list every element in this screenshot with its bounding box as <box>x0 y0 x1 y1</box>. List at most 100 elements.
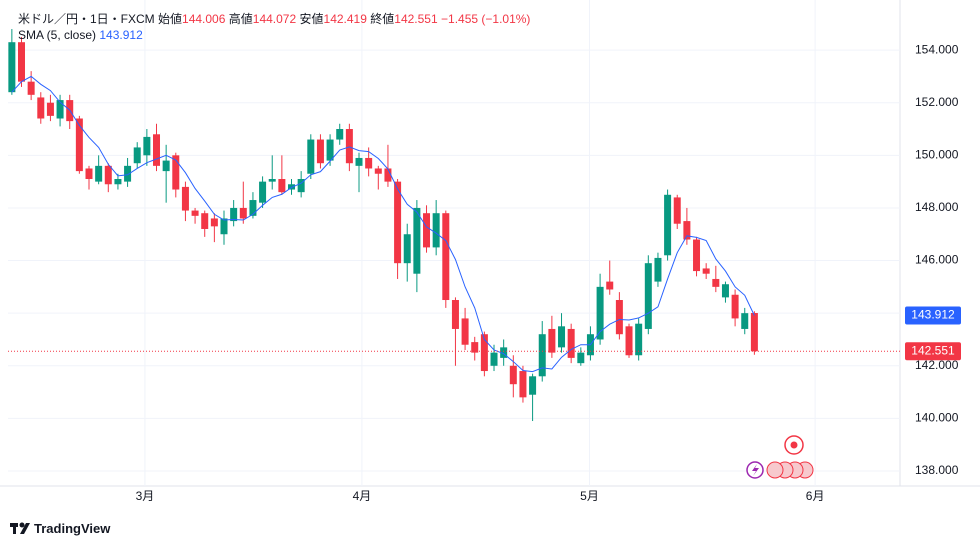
label: 終値 <box>370 12 395 26</box>
y-tick-label: 152.000 <box>915 95 959 109</box>
tradingview-logo <box>10 522 30 534</box>
candle-body <box>259 181 267 203</box>
candle-body <box>46 102 54 116</box>
y-tick-label: 150.000 <box>915 147 959 161</box>
change: −1.455 (−1.01%) <box>441 12 531 26</box>
y-tick-label: 138.000 <box>915 463 959 477</box>
candle-body <box>664 194 672 256</box>
candle-body <box>432 213 440 248</box>
candle-body <box>423 213 431 248</box>
candle-body <box>278 179 286 193</box>
candle-body <box>442 213 450 301</box>
candle-body <box>249 200 257 216</box>
candle-body <box>519 371 527 398</box>
y-tick-label: 140.000 <box>915 411 959 425</box>
candle-body <box>741 313 749 329</box>
value: 144.006 <box>182 12 226 26</box>
candle-body <box>95 165 103 182</box>
x-tick-label: 4月 <box>353 489 372 503</box>
candle-body <box>635 323 643 356</box>
candle-body <box>480 334 488 372</box>
candle-body <box>8 42 16 93</box>
candle-body <box>683 221 691 240</box>
y-tick-label: 142.000 <box>915 358 959 372</box>
candle-body <box>413 207 421 274</box>
y-tick-label: 146.000 <box>915 253 959 267</box>
candle-body <box>567 328 575 358</box>
candle-body <box>509 365 517 385</box>
candle-body <box>538 334 546 377</box>
candle-body <box>490 352 498 366</box>
candle-body <box>673 197 681 224</box>
candle-body <box>606 281 614 290</box>
candle-body <box>558 326 566 348</box>
candle-body <box>702 268 710 274</box>
candle-body <box>56 100 64 119</box>
candle-body <box>326 139 334 161</box>
candle-body <box>239 207 247 219</box>
candle-body <box>37 97 45 119</box>
y-tick-label: 148.000 <box>915 200 959 214</box>
candle-body <box>731 294 739 319</box>
last-price-text: 142.551 <box>911 343 955 357</box>
label: 安値 <box>299 12 324 26</box>
candle-body <box>461 318 469 345</box>
candle-body <box>693 239 701 272</box>
candle-body <box>721 284 729 298</box>
candle-body <box>268 179 276 182</box>
candle-body <box>172 155 180 190</box>
candle-body <box>374 168 382 174</box>
symbol: 米ドル／円・1日・FXCM <box>18 12 155 26</box>
sma-price-text: 143.912 <box>911 308 955 322</box>
candle-body <box>230 207 238 222</box>
candle-body <box>307 139 315 174</box>
y-tick-label: 154.000 <box>915 42 959 56</box>
candle-body <box>201 213 209 229</box>
event-icons <box>746 435 814 479</box>
candle-body <box>210 218 218 227</box>
candle-body <box>297 179 305 193</box>
candle-body <box>75 118 83 172</box>
candle-body <box>104 165 112 185</box>
x-tick-label: 5月 <box>580 489 599 503</box>
sma-line <box>11 75 755 373</box>
candle-body <box>615 300 623 335</box>
candle-body <box>181 186 189 211</box>
candle-body <box>644 263 652 329</box>
sma-price-tag <box>905 306 961 325</box>
sma-name: SMA (5, close) <box>18 28 97 42</box>
candle-body <box>143 136 151 156</box>
candle-body <box>394 181 402 264</box>
x-tick-label: 6月 <box>806 489 825 503</box>
candle-body <box>191 210 199 216</box>
candle-body <box>451 300 459 329</box>
label: 始値 <box>158 12 183 26</box>
candle-body <box>365 157 373 169</box>
candle-body <box>133 147 141 164</box>
candle-body <box>529 376 537 395</box>
candle-body <box>500 347 508 358</box>
brand: TradingView <box>34 521 111 536</box>
candle-body <box>27 81 35 95</box>
candle-body <box>355 157 363 166</box>
candle-body <box>471 342 479 353</box>
value: 142.419 <box>323 12 367 26</box>
candle-body <box>85 168 93 180</box>
sma-value: 143.912 <box>99 28 143 42</box>
candle-body <box>220 218 228 235</box>
candle-body <box>548 328 556 353</box>
last-price-tag <box>905 342 961 361</box>
candle-body <box>625 326 633 356</box>
candle-body <box>124 165 132 182</box>
candle-body <box>153 134 161 166</box>
candle-body <box>596 286 604 340</box>
sma-legend: SMA (5, close) 143.912 <box>18 28 143 42</box>
candle-body <box>336 129 344 140</box>
candle-body <box>114 179 122 185</box>
candle-body <box>162 160 170 172</box>
candle-body <box>654 257 662 282</box>
legend-header: 米ドル／円・1日・FXCM 始値144.006 高値144.072 安値142.… <box>18 10 530 27</box>
candle-body <box>384 168 392 182</box>
